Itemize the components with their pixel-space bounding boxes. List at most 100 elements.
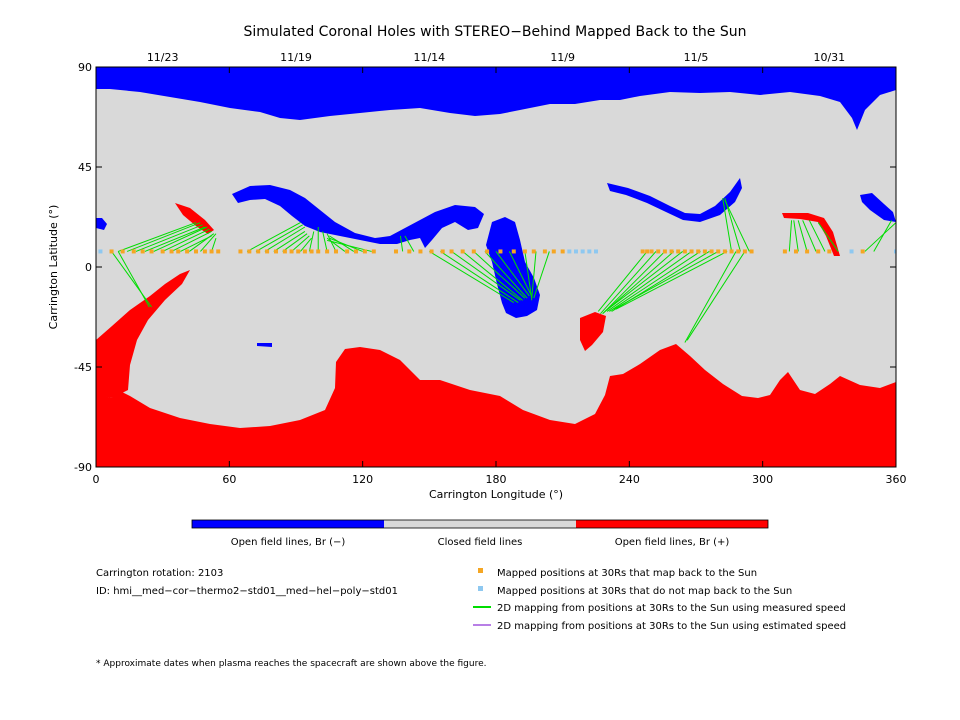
mapped-point	[429, 249, 434, 254]
mapped-point	[702, 249, 707, 254]
mapped-point	[729, 249, 734, 254]
model-id: ID: hmi__med−cor−thermo2−std01__med−hel−…	[96, 586, 398, 597]
mapped-point	[109, 249, 114, 254]
mapped-point	[274, 249, 278, 254]
mapping-line	[111, 251, 152, 308]
mapped-point	[709, 249, 714, 254]
mapping-line	[126, 222, 201, 252]
mapped-point	[662, 249, 667, 254]
mapped-point	[209, 249, 214, 254]
date-tick-label: 10/31	[813, 51, 845, 64]
mapped-point	[194, 249, 198, 254]
mapping-line	[189, 233, 215, 252]
mapping-line	[162, 228, 210, 252]
mapping-line	[462, 251, 523, 301]
mapped-point	[531, 249, 536, 254]
mapping-line	[524, 251, 533, 299]
mapping-line	[788, 220, 793, 252]
mapping-line	[597, 251, 648, 312]
date-tick-label: 11/9	[550, 51, 575, 64]
central-hole	[232, 185, 484, 248]
x-tick-label: 300	[752, 473, 773, 486]
mapping-line	[451, 251, 521, 301]
legend-label-estimated: 2D mapping from positions at 30Rs to the…	[497, 621, 846, 632]
x-axis-label: Carrington Longitude (°)	[429, 488, 563, 501]
legend-swatch-not-mapped	[478, 586, 483, 591]
mapped-point	[716, 249, 721, 254]
colorbar-open-negative	[192, 520, 384, 528]
legend-label-measured: 2D mapping from positions at 30Rs to the…	[497, 603, 846, 614]
mapping-line	[144, 226, 206, 252]
mapping-line	[864, 222, 896, 252]
mapping-line	[171, 230, 212, 252]
mapping-line	[118, 222, 197, 252]
mapped-point	[471, 249, 476, 254]
carrington-rotation: Carrington rotation: 2103	[96, 568, 223, 579]
mapping-line	[484, 251, 528, 299]
chart-title: Simulated Coronal Holes with STEREO−Behi…	[243, 24, 746, 40]
date-tick-label: 11/23	[147, 51, 179, 64]
x-tick-label: 240	[619, 473, 640, 486]
mapped-point	[689, 249, 694, 254]
mapped-point	[485, 249, 490, 254]
mapped-point	[160, 249, 165, 254]
mapping-line	[533, 251, 550, 299]
mapped-point	[794, 249, 798, 254]
date-tick-label: 11/14	[413, 51, 445, 64]
mapped-point	[782, 249, 787, 254]
mapping-line	[300, 237, 312, 252]
positive-hole-b	[580, 312, 606, 351]
not-mapped-point	[587, 249, 592, 254]
mapped-point	[185, 249, 190, 254]
mapping-line	[404, 235, 415, 252]
mapped-point	[325, 249, 330, 254]
mapped-point	[371, 249, 376, 254]
north-hole-arc	[607, 178, 742, 222]
mapping-line	[429, 251, 515, 303]
not-mapped-point	[98, 249, 103, 254]
mapped-point	[656, 249, 661, 254]
mapped-point	[827, 249, 832, 254]
mapping-line	[684, 251, 737, 343]
not-mapped-point	[580, 249, 585, 254]
not-mapped-point	[894, 249, 896, 254]
mapped-point	[460, 249, 465, 254]
not-mapped-point	[567, 249, 572, 254]
mapping-line	[117, 251, 150, 308]
plot-area	[96, 67, 896, 467]
colorbar-label-closed: Closed field lines	[438, 537, 523, 548]
mapping-lines	[111, 197, 896, 343]
mapping-line	[797, 220, 808, 252]
mapped-point	[176, 249, 181, 254]
legend-label-mapped: Mapped positions at 30Rs that map back t…	[497, 568, 757, 579]
colorbar-closed	[384, 520, 576, 528]
mapped-point	[302, 249, 307, 254]
mapped-point	[560, 249, 565, 254]
mapping-line	[282, 233, 308, 252]
mapping-line	[604, 251, 683, 312]
colorbar-label-negative: Open field lines, Br (−)	[231, 537, 346, 548]
y-tick-label: 0	[85, 261, 92, 274]
not-mapped-point	[574, 249, 578, 254]
mapped-point	[289, 249, 294, 254]
mapping-line	[802, 220, 817, 252]
mapped-point	[140, 249, 145, 254]
mapped-point	[256, 249, 261, 254]
mapping-line	[609, 251, 701, 312]
mapped-point	[736, 249, 741, 254]
mapping-line	[291, 235, 310, 252]
mapping-line	[602, 251, 666, 315]
colorbar-label-positive: Open field lines, Br (+)	[615, 537, 730, 548]
y-tick-label: 45	[78, 161, 92, 174]
mapped-point	[334, 249, 338, 254]
mapped-point	[282, 249, 287, 254]
mapping-line	[255, 224, 303, 252]
mapping-line	[686, 251, 746, 341]
mapped-point	[696, 249, 701, 254]
mapping-line	[722, 198, 733, 252]
mapped-point	[498, 249, 503, 254]
mapping-line	[440, 251, 519, 303]
footnote: * Approximate dates when plasma reaches …	[96, 659, 487, 669]
mapped-point	[316, 249, 321, 254]
mapped-point	[120, 249, 125, 254]
